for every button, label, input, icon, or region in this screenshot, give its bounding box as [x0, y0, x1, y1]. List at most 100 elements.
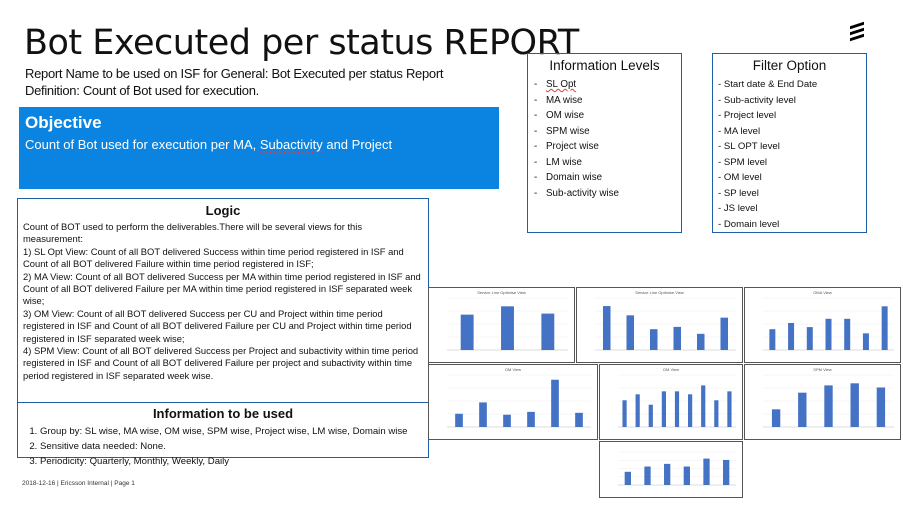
logic-item-4: 4) SPM View: Count of all BOT delivered … — [23, 345, 419, 381]
information-level-item: Domain wise — [534, 170, 681, 186]
chart-title: OM View — [505, 367, 521, 372]
chart-svg: OM View — [447, 367, 591, 428]
ericsson-logo-icon — [850, 21, 864, 42]
objective-text: Count of Bot used for execution per MA, … — [25, 137, 392, 152]
objective-text-part-1: Count of Bot used for execution per MA, — [25, 137, 260, 152]
footer-text: 2018-12-16 | Ericsson Internal | Page 1 — [22, 480, 135, 487]
chart-bar — [798, 392, 807, 427]
information-used-heading: Information to be used — [152, 406, 294, 421]
information-used-item: Periodicity: Quarterly, Monthly, Weekly,… — [40, 454, 428, 469]
chart-svg: OM View — [618, 367, 736, 428]
chart-bar — [844, 318, 851, 350]
information-level-item: Project wise — [534, 139, 681, 155]
filter-option-item: - Domain level — [718, 218, 780, 230]
chart-title: SPM View — [813, 367, 831, 372]
chart-bar — [703, 458, 710, 485]
chart-bar — [624, 471, 631, 485]
chart-bar — [683, 466, 690, 485]
chart-bar — [673, 326, 682, 350]
chart-bar — [674, 391, 680, 427]
chart-bar — [503, 414, 511, 427]
filter-option-item: - MA level — [718, 125, 761, 137]
chart-bar — [769, 329, 776, 350]
chart-bar — [850, 383, 859, 427]
information-level-item: OM wise — [534, 108, 681, 124]
chart-bar — [881, 306, 888, 350]
information-level-item: Sub-activity wise — [534, 186, 681, 202]
chart-bar — [825, 318, 832, 350]
chart-bar — [661, 391, 666, 427]
information-used-item: Group by: SL wise, MA wise, OM wise, SPM… — [40, 424, 428, 439]
filter-option-item: - OM level — [718, 172, 762, 183]
information-level-item: MA wise — [534, 93, 681, 109]
information-level-item: SL Opt — [534, 77, 681, 93]
chart-bar — [696, 333, 705, 350]
information-levels-list: SL Opt MA wise OM wise SPM wise Project … — [534, 77, 681, 201]
chart-title: OM View — [663, 367, 679, 372]
slide-title: Bot Executed per status REPORT — [24, 23, 579, 63]
chart-bar — [714, 400, 719, 427]
chart-extra-view — [599, 441, 743, 498]
chart-ma-view: OMA View — [744, 287, 901, 363]
chart-bar — [862, 333, 869, 350]
chart-svg — [618, 451, 736, 486]
chart-bar — [455, 413, 463, 427]
chart-bar — [701, 385, 706, 427]
filter-option-heading: Filter Option — [752, 58, 827, 73]
chart-bar — [720, 317, 729, 350]
chart-sl-opt-view: Service Line Optimise View — [428, 287, 575, 363]
chart-bar — [649, 329, 658, 350]
chart-bar — [664, 463, 671, 485]
chart-bar — [575, 412, 583, 427]
filter-option-item: - SPM level — [718, 156, 768, 168]
objective-text-part-2: Subactivity — [259, 137, 323, 152]
chart-bar — [648, 404, 653, 427]
chart-bar — [622, 400, 627, 427]
logic-item-3: 3) OM View: Count of all BOT delivered S… — [23, 307, 412, 344]
information-level-item: LM wise — [534, 155, 681, 171]
logic-item-1: 1) SL Opt View: Count of all BOT deliver… — [23, 245, 404, 270]
filter-option-item: - SP level — [718, 187, 759, 199]
chart-svg: SPM View — [763, 367, 894, 428]
logic-intro: Count of BOT used to perform the deliver… — [23, 221, 363, 245]
chart-om-view-2: OM View — [599, 364, 743, 440]
information-level-item: SPM wise — [534, 124, 681, 140]
filter-option-item: - SL OPT level — [718, 141, 780, 152]
definition-text: Definition: Count of Bot used for execut… — [25, 83, 259, 98]
filter-option-item: - Start date & End Date — [718, 79, 818, 90]
chart-bar — [626, 315, 635, 350]
logic-body: Count of BOT used to perform the deliver… — [18, 221, 428, 382]
filter-option-item: - Sub-activity level — [718, 94, 796, 106]
chart-bar — [824, 385, 833, 427]
chart-bar — [460, 314, 474, 350]
chart-bar — [602, 306, 611, 350]
chart-bar — [479, 402, 487, 427]
chart-bar — [635, 394, 640, 427]
objective-box: Objective Count of Bot used for executio… — [19, 107, 499, 189]
information-levels-heading: Information Levels — [549, 58, 660, 73]
chart-bar — [806, 327, 813, 350]
filter-option-list: - Start date & End Date - Sub-activity l… — [718, 77, 866, 232]
information-levels-box: Information Levels SL Opt MA wise OM wis… — [527, 53, 682, 233]
objective-text-part-3: and Project — [322, 137, 393, 152]
chart-sl-opt-view-2: Service Line Optimise View — [576, 287, 743, 363]
objective-heading: Objective — [25, 113, 102, 132]
logic-heading: Logic — [205, 203, 241, 218]
chart-bar — [501, 306, 514, 350]
chart-title: Service Line Optimise View — [635, 290, 684, 295]
chart-spm-view: SPM View — [744, 364, 901, 440]
chart-bar — [551, 379, 559, 427]
chart-bar — [788, 322, 795, 350]
logic-box: Logic Count of BOT used to perform the d… — [17, 198, 429, 467]
chart-om-view: OM View — [428, 364, 598, 440]
chart-svg: Service Line Optimise View — [447, 290, 568, 351]
filter-option-box: Filter Option - Start date & End Date - … — [712, 53, 867, 233]
chart-bar — [723, 459, 730, 485]
chart-svg: Service Line Optimise View — [595, 290, 736, 351]
logic-item-2: 2) MA View: Count of all BOT delivered S… — [23, 270, 421, 307]
chart-bar — [644, 466, 651, 485]
chart-bar — [876, 387, 886, 427]
report-name: Report Name to be used on ISF for Genera… — [25, 66, 444, 81]
chart-bar — [688, 394, 693, 427]
information-used-list: Group by: SL wise, MA wise, OM wise, SPM… — [18, 424, 428, 469]
